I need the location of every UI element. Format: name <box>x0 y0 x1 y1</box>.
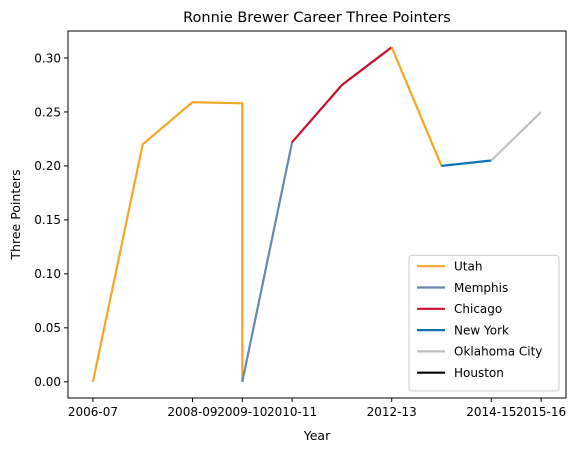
y-tick-label: 0.20 <box>34 159 61 173</box>
y-tick-label: 0.00 <box>34 375 61 389</box>
legend: Utah Memphis Chicago New York Oklahoma City H… <box>408 254 560 392</box>
x-tick-label: 2008-09 <box>167 405 217 419</box>
plot-lines <box>91 46 542 383</box>
series-line-4 <box>441 159 492 167</box>
legend-label: Memphis <box>454 281 508 295</box>
legend-label: Houston <box>454 366 504 380</box>
x-tick-label: 2012-13 <box>367 405 417 419</box>
y-tick-label: 0.05 <box>34 321 61 335</box>
y-tick-label: 0.15 <box>34 213 61 227</box>
series-line-0 <box>91 101 244 383</box>
legend-label: Chicago <box>454 302 502 316</box>
legend-box <box>408 254 560 392</box>
series-line-1 <box>241 141 294 383</box>
y-tick-label: 0.30 <box>34 51 61 65</box>
series-line-5 <box>490 111 542 162</box>
x-axis: 2006-07 2008-09 2009-10 2010-11 2012-13 2014-… <box>68 398 566 419</box>
x-tick-label: 2015-16 <box>516 405 566 419</box>
series-line-2 <box>291 46 393 143</box>
x-tick-label: 2014-15 <box>466 405 516 419</box>
plot-frame <box>67 30 567 399</box>
legend-label: Utah <box>454 260 482 274</box>
chart-title: Ronnie Brewer Career Three Pointers <box>183 10 451 26</box>
y-axis-label: Three Pointers <box>8 169 23 260</box>
y-tick-label: 0.10 <box>34 267 61 281</box>
x-tick-label: 2009-10 <box>217 405 267 419</box>
series-line-3 <box>390 46 443 167</box>
y-axis: 0.00 0.05 0.10 0.15 0.20 0.25 0.30 <box>34 51 68 389</box>
y-tick-label: 0.25 <box>34 105 61 119</box>
x-tick-label: 2010-11 <box>267 405 317 419</box>
legend-label: Oklahoma City <box>454 345 542 359</box>
x-tick-label: 2006-07 <box>68 405 118 419</box>
legend-label: New York <box>454 323 509 337</box>
x-axis-label: Year <box>303 428 331 443</box>
